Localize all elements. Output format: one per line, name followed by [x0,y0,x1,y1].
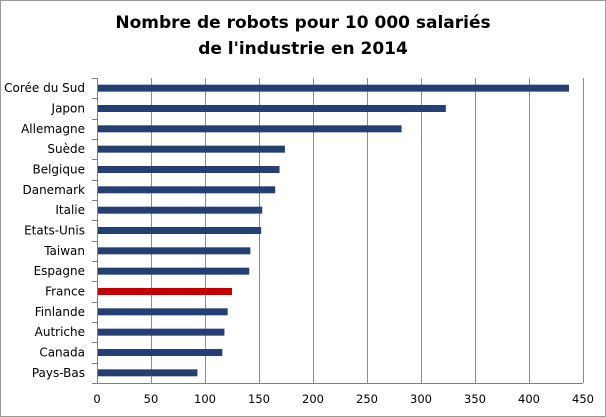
bar-suede [98,145,285,153]
chart-title-line-2: de l'industrie en 2014 [198,39,408,59]
category-label-pays-bas: Pays-Bas [32,366,85,380]
category-label-suede: Suède [47,142,85,156]
bar-japon [98,105,446,112]
x-tick-label-100: 100 [194,392,216,406]
x-tick-label-50: 50 [144,392,159,406]
bar-autriche [98,328,225,336]
category-label-france: France [45,285,85,299]
bar-etats-unis [98,227,262,234]
x-tick-label-350: 350 [464,392,486,406]
category-label-etats-unis: Etats-Unis [24,224,85,238]
category-label-autriche: Autriche [35,325,85,339]
x-tick-label-400: 400 [518,392,540,406]
category-label-belgique: Belgique [32,163,85,177]
chart-title: Nombre de robots pour 10 000 salariés de… [0,10,606,62]
bar-espagne [98,267,250,275]
bar-pays-bas [98,369,198,377]
x-tick-label-200: 200 [302,392,324,406]
category-label-taiwan: Taiwan [43,244,85,258]
category-label-japon: Japon [51,102,85,116]
bar-allemagne [98,125,402,133]
category-label-coree-du-sud: Corée du Sud [4,81,85,95]
bar-france [98,288,232,295]
bar-danemark [98,186,276,194]
x-tick-label-250: 250 [356,392,378,406]
bar-italie [98,206,263,214]
x-tick-label-150: 150 [248,392,270,406]
bar-belgique [98,166,280,173]
category-label-danemark: Danemark [22,183,85,197]
category-label-espagne: Espagne [34,264,85,278]
x-tick-label-450: 450 [572,392,594,406]
x-tick-label-0: 0 [93,392,100,406]
x-tick-label-300: 300 [410,392,432,406]
chart-title-line-1: Nombre de robots pour 10 000 salariés [115,13,491,33]
bar-canada [98,349,223,356]
category-label-italie: Italie [55,203,85,217]
category-label-canada: Canada [39,346,85,360]
category-label-finlande: Finlande [35,305,85,319]
bar-finlande [98,308,228,316]
category-label-allemagne: Allemagne [21,122,85,136]
bar-coree-du-sud [98,84,569,92]
bar-taiwan [98,247,251,255]
